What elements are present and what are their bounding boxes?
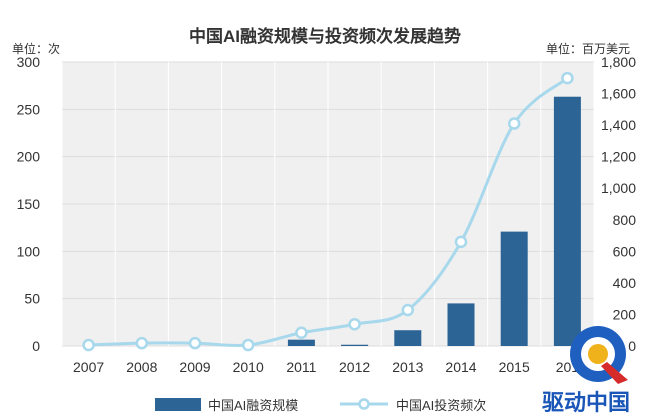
left-tick-label: 0 <box>32 338 40 354</box>
left-axis-ticks: 0 50 100 150 200 250 300 <box>17 54 41 354</box>
x-tick-label: 2010 <box>233 359 264 375</box>
legend-swatch-bar <box>155 398 201 411</box>
chart-title: 中国AI融资规模与投资频次发展趋势 <box>189 26 461 46</box>
line-point <box>507 117 521 130</box>
x-tick-label: 2013 <box>392 359 423 375</box>
bar-series <box>287 96 581 346</box>
line-point <box>348 317 361 331</box>
bar <box>394 330 422 346</box>
right-axis-unit: 单位：百万美元 <box>546 41 630 56</box>
x-tick-label: 2015 <box>499 359 530 375</box>
gridlines <box>61 61 595 347</box>
right-tick-label: 800 <box>613 212 637 228</box>
left-tick-label: 250 <box>17 101 41 117</box>
line-point <box>241 338 255 352</box>
right-tick-label: 1,000 <box>601 180 636 196</box>
left-tick-label: 200 <box>17 149 41 165</box>
right-tick-label: 200 <box>613 306 637 322</box>
x-tick-label: 2007 <box>73 359 104 375</box>
right-tick-label: 0 <box>628 338 636 354</box>
left-tick-label: 100 <box>17 243 41 259</box>
line-point <box>135 336 149 350</box>
watermark-text: 驱动中国 <box>542 390 630 415</box>
right-tick-label: 400 <box>613 275 637 291</box>
x-tick-label: 2012 <box>339 359 370 375</box>
line-point <box>188 336 202 350</box>
watermark: 驱动中国 <box>542 326 630 415</box>
right-tick-label: 1,200 <box>601 149 636 165</box>
q-logo-icon <box>570 326 628 384</box>
line-point <box>295 326 308 339</box>
x-tick-label: 2008 <box>126 359 157 375</box>
x-tick-label: 2011 <box>286 359 316 375</box>
bar <box>447 303 475 346</box>
legend-marker-line <box>358 398 370 410</box>
x-tick-label: 2009 <box>179 359 210 375</box>
left-axis-unit: 单位：次 <box>12 41 60 56</box>
bar <box>287 339 315 346</box>
right-tick-label: 1,800 <box>601 54 636 70</box>
left-tick-label: 50 <box>24 291 40 307</box>
line-point <box>82 338 95 352</box>
left-tick-label: 300 <box>17 54 41 70</box>
line-point <box>454 235 468 249</box>
bar <box>341 344 369 346</box>
x-axis-ticks: 2007 2008 2009 2010 2011 2012 2013 2014 2015 201 <box>73 359 579 375</box>
line-series <box>82 71 574 352</box>
line-point <box>401 303 415 317</box>
legend-label-line: 中国AI投资频次 <box>396 398 486 413</box>
right-tick-label: 600 <box>613 243 637 259</box>
bar <box>553 96 581 346</box>
right-tick-label: 1,600 <box>601 86 636 102</box>
x-tick-label: 2014 <box>445 359 476 375</box>
legend: 中国AI融资规模 中国AI投资频次 <box>155 398 486 413</box>
right-axis-ticks: 0 200 400 600 800 1,000 1,200 1,400 1,600 1,800 <box>601 54 636 354</box>
legend-label-bar: 中国AI融资规模 <box>208 398 298 413</box>
line-point <box>561 71 574 85</box>
bar <box>500 231 528 346</box>
left-tick-label: 150 <box>17 196 41 212</box>
right-tick-label: 1,400 <box>601 117 636 133</box>
